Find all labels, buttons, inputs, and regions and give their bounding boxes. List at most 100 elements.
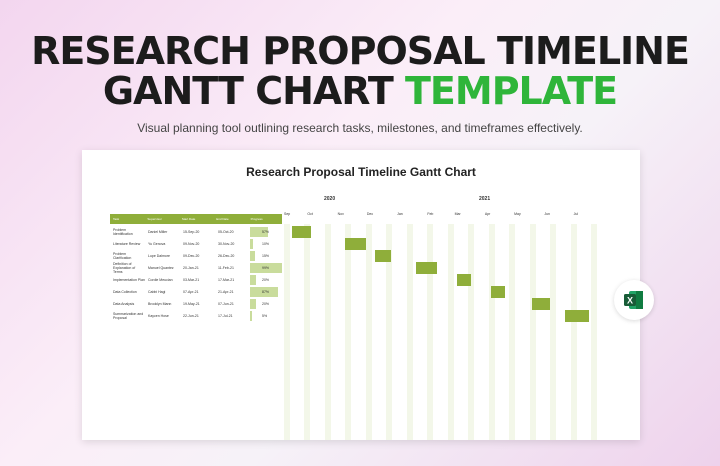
table-header: Task Supervisor Start Date End Date Progress (110, 214, 282, 224)
week-column (570, 224, 577, 440)
cell-supervisor: Yu Genova (148, 242, 166, 246)
progress-cell: 5% (250, 310, 282, 322)
progress-text: 57% (262, 230, 270, 234)
gantt-bar (456, 274, 471, 286)
cell-start: 09-Dec-20 (183, 254, 200, 258)
cell-supervisor: Manuel Quantez (148, 266, 174, 270)
cell-end: 21-Apr-21 (218, 290, 234, 294)
month-label: Jun (544, 212, 551, 216)
progress-text: 20% (262, 278, 270, 282)
progress-cell: 87% (250, 286, 282, 298)
progress-fill (250, 287, 278, 297)
month-label: Feb (427, 212, 434, 216)
table-row: Problem Clarification Lupe Dalmore 09-Dec-… (110, 250, 282, 262)
spreadsheet-preview: Research Proposal Timeline Gantt Chart T… (82, 150, 640, 440)
table-row: Implementation Plan Cordie Meucian 03-Mar-… (110, 274, 282, 286)
progress-cell: 10% (250, 238, 282, 250)
week-column (304, 224, 311, 440)
month-label: Sep (284, 212, 291, 216)
progress-cell: 20% (250, 298, 282, 310)
progress-text: 99% (262, 266, 270, 270)
cell-supervisor: Kaycen Hose (148, 314, 169, 318)
week-column (591, 224, 598, 440)
headline-line1: RESEARCH PROPOSAL TIMELINE (31, 29, 690, 73)
cell-start: 07-Apr-21 (183, 290, 199, 294)
progress-text: 15% (262, 254, 270, 258)
month-label: Dec (366, 212, 374, 216)
week-column (468, 224, 475, 440)
column-header: Task (113, 217, 120, 221)
progress-text: 10% (262, 242, 270, 246)
cell-start: 20-Jan-21 (183, 266, 199, 270)
cell-task: Data Collection (113, 290, 137, 294)
month-label: Jan (397, 212, 403, 216)
cell-start: 09-Nov-20 (183, 242, 200, 246)
gantt-bar (291, 226, 312, 238)
cell-supervisor: Cordie Meucian (148, 278, 173, 282)
week-column (365, 224, 372, 440)
cell-end: 26-Dec-20 (218, 254, 235, 258)
cell-task: Problem Identification (113, 228, 133, 236)
gantt-bar (564, 310, 590, 322)
cell-task: Problem Clarification (113, 252, 132, 260)
gantt-bar (345, 238, 366, 250)
cell-start: 15-Sep-20 (183, 230, 200, 234)
week-column (345, 224, 352, 440)
month-label: Jul (573, 212, 579, 216)
column-header: Supervisor (147, 217, 162, 221)
gantt-bar (490, 286, 505, 298)
cell-supervisor: Cabbi Hagi (148, 290, 166, 294)
cell-supervisor: Daniel Miller (148, 230, 168, 234)
month-label: Nov (337, 212, 344, 216)
excel-icon: X (614, 280, 654, 320)
gantt-bar (374, 250, 392, 262)
week-column (324, 224, 331, 440)
cell-end: 07-Jun-21 (218, 302, 234, 306)
cell-end: 05-Oct-20 (218, 230, 234, 234)
progress-fill (250, 239, 254, 249)
progress-fill (250, 311, 252, 321)
progress-fill (250, 275, 257, 285)
cell-task: Implementation Plan (113, 278, 145, 282)
table-row: Data Analysis Brooklyn Mann 19-May-21 07-Ju… (110, 298, 282, 310)
headline-accent: TEMPLATE (405, 69, 618, 113)
cell-supervisor: Lupe Dalmore (148, 254, 170, 258)
week-column (406, 224, 413, 440)
svg-text:X: X (627, 296, 633, 306)
cell-end: 17-Jul-21 (218, 314, 233, 318)
column-header: Start Date (181, 217, 196, 221)
week-column (550, 224, 557, 440)
table-row: Data Collection Cabbi Hagi 07-Apr-21 21-Apr… (110, 286, 282, 298)
week-column (509, 224, 516, 440)
month-label: May (514, 212, 521, 216)
week-column (529, 224, 536, 440)
month-label: Oct (307, 212, 313, 216)
progress-text: 87% (262, 290, 270, 294)
week-column (284, 224, 290, 440)
progress-fill (250, 299, 257, 309)
progress-text: 20% (262, 302, 270, 306)
progress-fill (250, 227, 269, 237)
table-row: Definition of Explanation of Terms Manuel… (110, 262, 282, 274)
progress-cell: 99% (250, 262, 282, 274)
chart-title: Research Proposal Timeline Gantt Chart (246, 165, 476, 179)
month-label: Apr (484, 212, 491, 216)
gantt-bar (531, 298, 551, 310)
cell-end: 17-Mar-21 (218, 278, 235, 282)
table-row: Literature Review Yu Genova 09-Nov-20 30-No… (110, 238, 282, 250)
week-column (488, 224, 495, 440)
cell-supervisor: Brooklyn Mann (148, 302, 172, 306)
progress-cell: 15% (250, 250, 282, 262)
headline-line2: GANTT CHART TEMPLATE (0, 70, 720, 112)
cell-end: 11-Feb-21 (218, 266, 234, 270)
progress-cell: 20% (250, 274, 282, 286)
cell-start: 22-Jun-21 (183, 314, 199, 318)
gantt-area: Sep Oct Nov Dec Jan Feb Mar Apr May Jun Jul 2020 202… (284, 196, 598, 440)
month-label: Mar (454, 212, 461, 216)
cell-start: 19-May-21 (183, 302, 200, 306)
column-header: End Date (216, 217, 229, 221)
subtitle: Visual planning tool outlining research … (137, 121, 583, 135)
progress-fill (250, 263, 282, 273)
progress-text: 5% (262, 314, 268, 318)
cell-task: Data Analysis (113, 302, 135, 306)
